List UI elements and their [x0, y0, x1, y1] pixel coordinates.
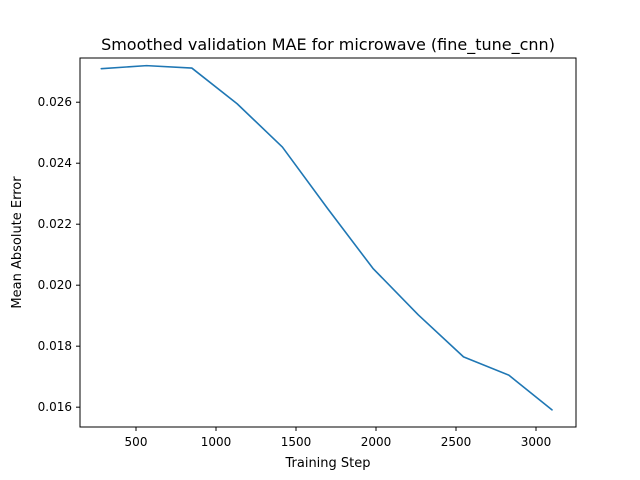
series-line — [100, 64, 553, 411]
x-tick-label: 1500 — [281, 435, 312, 449]
chart-title: Smoothed validation MAE for microwave (f… — [101, 35, 555, 55]
x-axis: 500 1000 1500 2000 2500 3000 — [125, 427, 552, 449]
y-tick-label: 0.026 — [38, 95, 72, 109]
axes-frame — [79, 57, 577, 428]
y-tick-label: 0.022 — [38, 217, 72, 231]
x-tick-label: 1000 — [201, 435, 232, 449]
x-tick-label: 500 — [125, 435, 148, 449]
y-axis-label: Mean Absolute Error — [10, 176, 25, 309]
x-tick-label: 3000 — [521, 435, 552, 449]
x-tick-label: 2000 — [361, 435, 392, 449]
x-tick-label: 2500 — [441, 435, 472, 449]
plot-area — [100, 64, 553, 411]
y-tick-label: 0.024 — [38, 156, 72, 170]
y-tick-label: 0.016 — [38, 400, 72, 414]
y-tick-label: 0.020 — [38, 278, 72, 292]
y-tick-label: 0.018 — [38, 339, 72, 353]
y-axis: 0.016 0.018 0.020 0.022 0.024 0.026 — [38, 95, 80, 414]
x-axis-label: Training Step — [284, 456, 370, 471]
